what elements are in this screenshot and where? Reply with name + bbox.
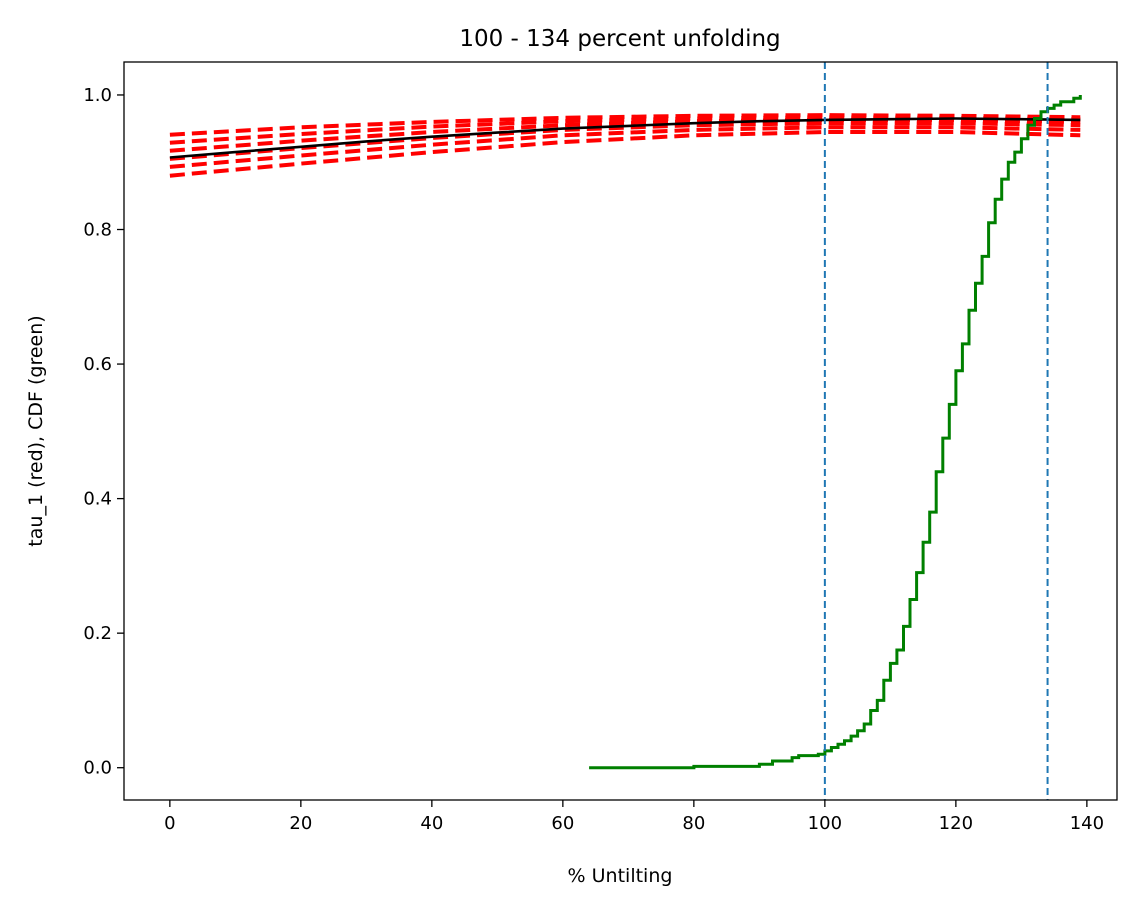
x-tick-label: 140 [1070, 813, 1104, 834]
y-tick-label: 0.0 [83, 758, 112, 779]
x-axis-label: % Untilting [568, 865, 673, 887]
chart-title: 100 - 134 percent unfolding [459, 26, 780, 52]
plot-frame [123, 61, 1118, 801]
x-tick-label: 20 [289, 813, 312, 834]
x-tick-label: 60 [551, 813, 574, 834]
y-axis-label: tau_1 (red), CDF (green) [25, 315, 47, 546]
y-tick-label: 0.2 [83, 623, 112, 644]
x-tick-label: 100 [808, 813, 842, 834]
y-tick-label: 0.6 [83, 354, 112, 375]
x-tick-label: 40 [420, 813, 443, 834]
black-mean-line [169, 117, 1081, 159]
y-tick-label: 1.0 [83, 85, 112, 106]
y-tick-label: 0.8 [83, 220, 112, 241]
x-tick-label: 120 [939, 813, 973, 834]
axis-ticks: 0 20 40 60 80 100 120 140 0.0 0.2 0.4 0.6 0.8 1.0 [83, 85, 1104, 834]
plot-marks [169, 62, 1082, 800]
y-tick-label: 0.4 [83, 489, 112, 510]
x-tick-label: 0 [164, 813, 175, 834]
green-cdf-line [589, 95, 1082, 770]
x-tick-label: 80 [682, 813, 705, 834]
